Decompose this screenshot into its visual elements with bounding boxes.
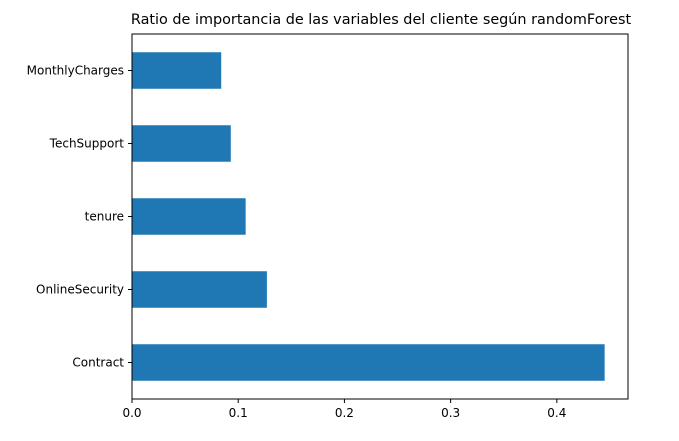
- bar-tenure: [132, 198, 246, 235]
- bar-onlinesecurity: [132, 271, 267, 308]
- y-tick-label-tenure: tenure: [85, 210, 124, 224]
- x-tick-label: 0.0: [122, 406, 141, 420]
- x-tick-label: 0.1: [229, 406, 248, 420]
- y-tick-label-onlinesecurity: OnlineSecurity: [36, 283, 124, 297]
- bar-techsupport: [132, 125, 231, 162]
- chart-title: Ratio de importancia de las variables de…: [131, 12, 632, 28]
- x-axis-ticks: 0.0 0.1 0.2 0.3 0.4: [122, 399, 566, 420]
- x-tick-label: 0.2: [335, 406, 354, 420]
- bars-layer: [132, 52, 605, 381]
- bar-monthlycharges: [132, 52, 222, 89]
- y-tick-label-contract: Contract: [72, 356, 124, 370]
- bar-contract: [132, 344, 605, 381]
- x-tick-label: 0.4: [547, 406, 566, 420]
- y-axis-ticks: Contract OnlineSecurity tenure TechSupport M…: [27, 64, 132, 370]
- y-tick-label-techsupport: TechSupport: [49, 137, 125, 151]
- x-tick-label: 0.3: [441, 406, 460, 420]
- plot-frame: [131, 33, 629, 400]
- y-tick-label-monthlycharges: MonthlyCharges: [27, 64, 124, 78]
